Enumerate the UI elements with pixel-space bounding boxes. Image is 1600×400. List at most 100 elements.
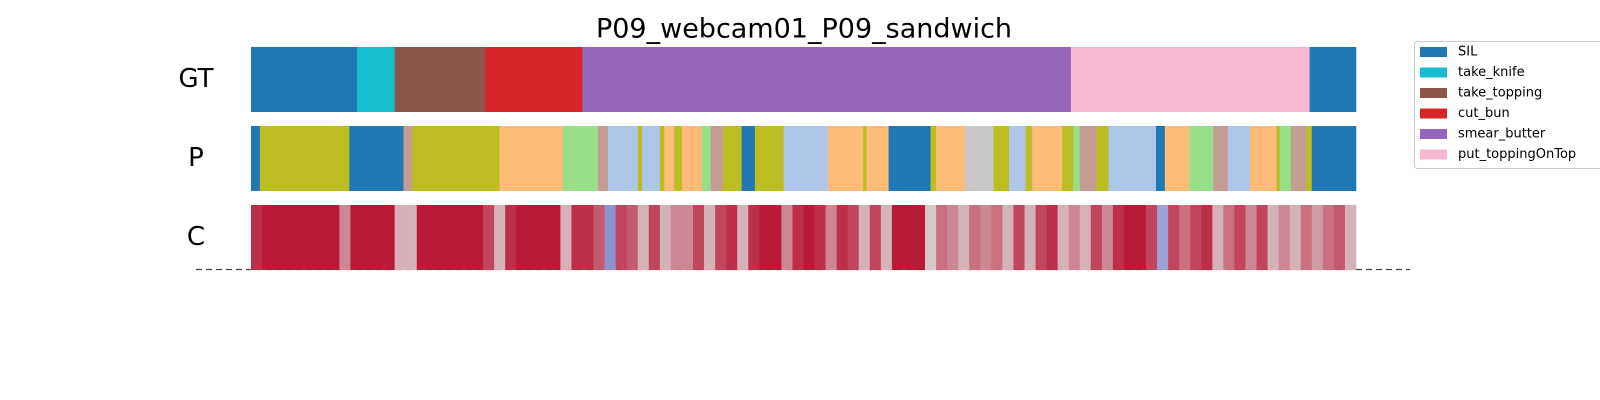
segment [754, 126, 784, 191]
confidence-cell [891, 205, 904, 270]
segment [681, 126, 703, 191]
confidence-cell [328, 205, 340, 270]
legend-swatch [1420, 88, 1447, 98]
confidence-cell [925, 205, 937, 270]
confidence-cell [1101, 205, 1114, 270]
confidence-cell [405, 205, 418, 270]
legend-swatch [1420, 108, 1447, 119]
segment [562, 126, 599, 191]
segment [1306, 126, 1313, 191]
confidence-cell [1245, 205, 1257, 270]
confidence-cell [427, 205, 440, 270]
confidence-cell [648, 205, 661, 270]
confidence-cell [637, 205, 650, 270]
confidence-cell [560, 205, 572, 270]
segment [1073, 126, 1081, 191]
segment [1079, 126, 1097, 191]
confidence-cell [781, 205, 793, 270]
confidence-cell [483, 205, 495, 270]
confidence-cell [306, 205, 318, 270]
confidence-cell [1344, 205, 1357, 270]
legend-swatch [1420, 67, 1447, 78]
segment [936, 126, 966, 191]
confidence-cell [1168, 205, 1180, 270]
confidence-cell [494, 205, 506, 270]
legend-label: smear_butter [1458, 127, 1546, 142]
confidence-cell [1146, 205, 1158, 270]
confidence-cell [472, 205, 484, 270]
confidence-cell [1157, 205, 1169, 270]
segment [722, 126, 742, 191]
confidence-cell [1300, 205, 1313, 270]
confidence-cell [372, 205, 384, 270]
confidence-cell [449, 205, 462, 270]
confidence-cell [549, 205, 561, 270]
confidence-cell [1190, 205, 1202, 270]
confidence-cell [947, 205, 959, 270]
segment [499, 126, 563, 191]
confidence-cell [936, 205, 948, 270]
segment [349, 126, 404, 191]
segment [930, 126, 937, 191]
confidence-cell [858, 205, 871, 270]
confidence-cell [770, 205, 782, 270]
row-label: P [188, 143, 204, 173]
confidence-cell [593, 205, 605, 270]
confidence-cell [1278, 205, 1290, 270]
segment [1155, 126, 1166, 191]
confidence-cell [571, 205, 583, 270]
confidence-cell [737, 205, 749, 270]
confidence-cell [295, 205, 307, 270]
segment [1249, 126, 1277, 191]
confidence-cell [880, 205, 893, 270]
segment [1290, 126, 1307, 191]
confidence-cell [416, 205, 429, 270]
confidence-cell [538, 205, 550, 270]
segment [259, 126, 350, 191]
segment [827, 126, 864, 191]
legend-label: put_toppingOnTop [1458, 147, 1576, 162]
confidence-cell [1135, 205, 1147, 270]
confidence-cell [759, 205, 771, 270]
legend-frame [1414, 41, 1600, 169]
row-label: C [187, 222, 205, 252]
segment [1189, 126, 1214, 191]
segment [485, 47, 583, 112]
confidence-cell [516, 205, 528, 270]
legend-swatch [1420, 129, 1447, 139]
confidence-cell [1090, 205, 1103, 270]
confidence-cell [803, 205, 815, 270]
confidence-cell [1333, 205, 1346, 270]
confidence-cell [902, 205, 915, 270]
segment [664, 126, 675, 191]
confidence-cell [1057, 205, 1069, 270]
confidence-cell [438, 205, 451, 270]
confidence-cell [715, 205, 727, 270]
confidence-cell [1112, 205, 1125, 270]
segment [866, 126, 889, 191]
legend-swatch [1420, 149, 1447, 160]
segment [993, 126, 1010, 191]
segment [1070, 47, 1310, 112]
confidence-cell [273, 205, 285, 270]
confidence-cell [1024, 205, 1036, 270]
confidence-cell [626, 205, 639, 270]
confidence-cell [284, 205, 296, 270]
segment [597, 126, 609, 191]
segment [1276, 126, 1281, 191]
confidence-cell [350, 205, 362, 270]
segment [607, 126, 639, 191]
confidence-cell [1002, 205, 1014, 270]
segment [1108, 126, 1157, 191]
confidence-cell [383, 205, 395, 270]
segment [964, 126, 994, 191]
confidence-cell [1322, 205, 1335, 270]
segment [1032, 126, 1063, 191]
confidence-cell [991, 205, 1003, 270]
confidence-cell [460, 205, 473, 270]
confidence-cell [814, 205, 826, 270]
confidence-cell [604, 205, 616, 270]
confidence-cell [394, 205, 406, 270]
legend-label: take_knife [1458, 65, 1525, 80]
